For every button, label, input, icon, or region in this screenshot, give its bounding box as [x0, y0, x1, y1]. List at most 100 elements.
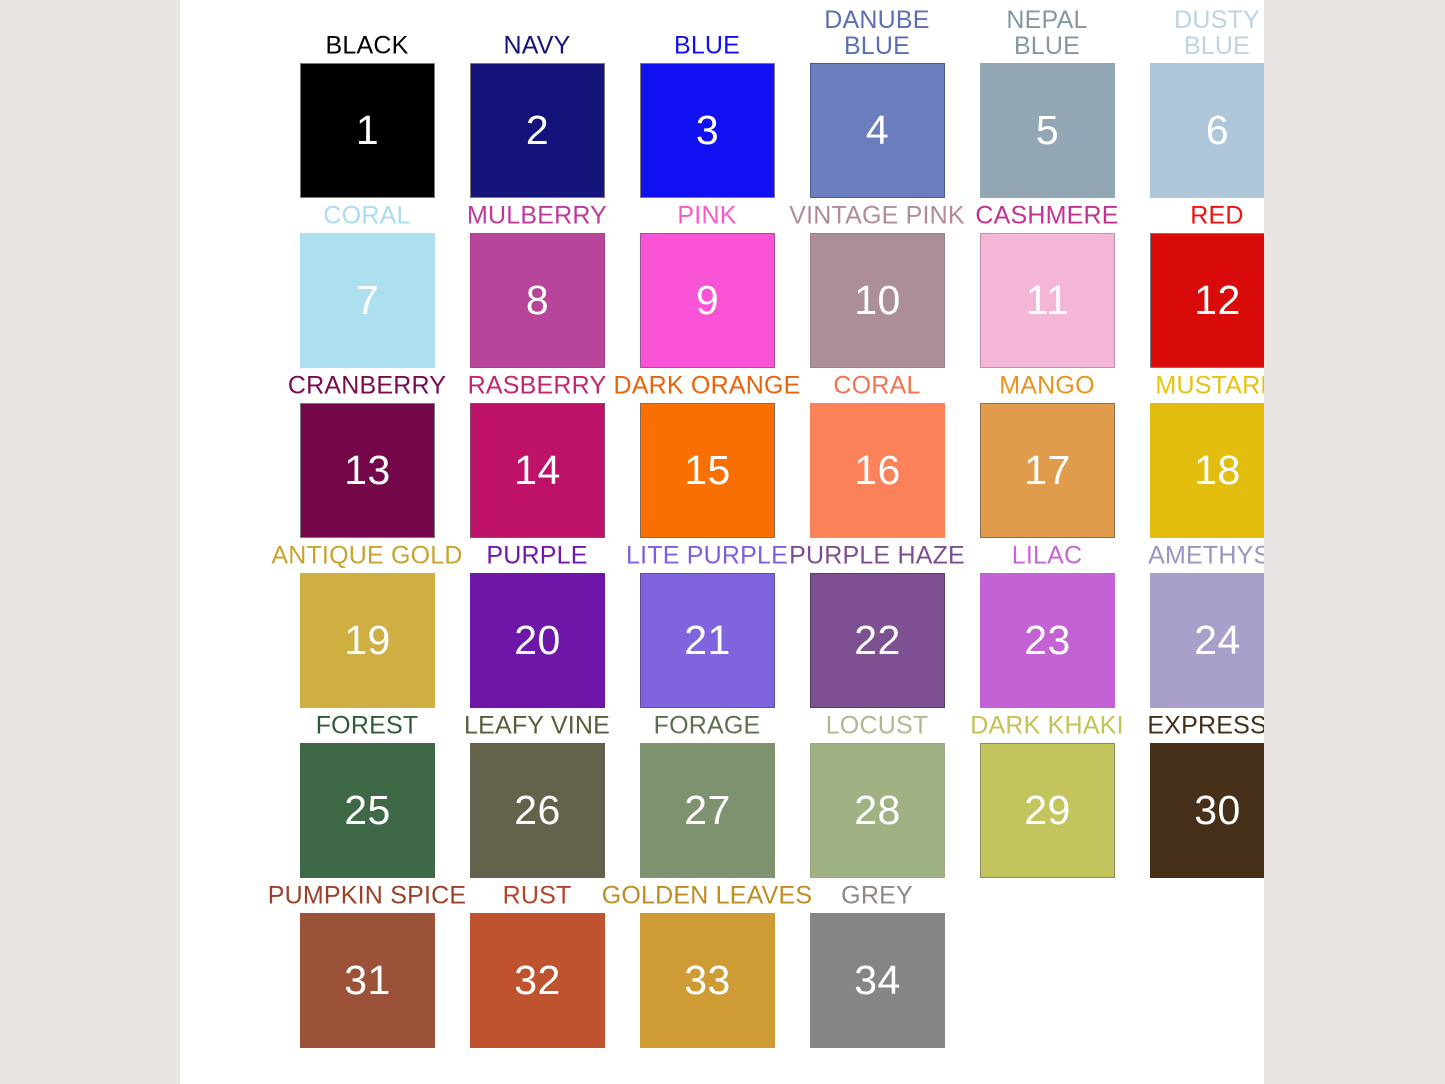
swatch-number: 12 — [1194, 277, 1241, 323]
swatch-label: ANTIQUE GOLD — [271, 541, 463, 570]
swatch-cell: DUSTY BLUE 6 — [1090, 0, 1264, 198]
swatch-number: 1 — [355, 107, 380, 153]
swatch-number: 29 — [1024, 787, 1071, 833]
swatch-number: 3 — [695, 107, 720, 153]
swatch-cell: MUSTARD 18 — [1090, 340, 1264, 538]
swatch-cell: BLUE 3 — [580, 0, 775, 198]
swatch-label: RASBERRY — [467, 371, 607, 400]
swatch-label: GOLDEN LEAVES — [601, 881, 813, 910]
color-swatch[interactable]: 24 — [1150, 573, 1264, 708]
swatch-number: 9 — [695, 277, 720, 323]
color-swatch[interactable]: 12 — [1150, 233, 1264, 368]
swatch-label: PINK — [677, 201, 737, 230]
swatch-cell: RASBERRY 14 — [410, 340, 606, 538]
swatch-label: PURPLE HAZE — [789, 541, 965, 570]
swatch-number: 25 — [344, 787, 391, 833]
swatch-cell: RED 12 — [1090, 170, 1264, 368]
swatch-cell: NEPAL BLUE 5 — [920, 0, 1115, 198]
swatch-grid: BLACK 1 NAVY 2 BLUE 3 DANUBE BLUE 4 NEPAL BLUE 5 D… — [180, 0, 1264, 1084]
color-swatch[interactable]: 2 — [470, 63, 605, 198]
color-swatch[interactable]: 29 — [980, 743, 1115, 878]
color-swatch[interactable]: 5 — [980, 63, 1115, 198]
color-swatch[interactable]: 20 — [470, 573, 605, 708]
color-swatch[interactable]: 9 — [640, 233, 775, 368]
swatch-label: MANGO — [999, 371, 1095, 400]
color-swatch[interactable]: 26 — [470, 743, 605, 878]
swatch-label: MUSTARD — [1155, 371, 1264, 400]
swatch-cell: BLACK 1 — [240, 0, 435, 198]
swatch-label: RED — [1190, 201, 1244, 230]
color-swatch[interactable]: 22 — [810, 573, 945, 708]
swatch-cell: GOLDEN LEAVES 33 — [580, 850, 812, 1048]
swatch-label: NAVY — [503, 31, 571, 60]
color-swatch[interactable]: 13 — [300, 403, 435, 538]
swatch-cell: AMETHYST 24 — [1090, 510, 1264, 708]
swatch-cell: DANUBE BLUE 4 — [750, 0, 945, 198]
swatch-label: DARK ORANGE — [613, 371, 801, 400]
swatch-chart-page: BLACK 1 NAVY 2 BLUE 3 DANUBE BLUE 4 NEPAL BLUE 5 D… — [180, 0, 1264, 1084]
swatch-number: 16 — [854, 447, 901, 493]
swatch-cell: PINK 9 — [580, 170, 775, 368]
swatch-cell: FOREST 25 — [240, 680, 435, 878]
swatch-label: CASHMERE — [975, 201, 1119, 230]
swatch-label: CRANBERRY — [287, 371, 447, 400]
swatch-cell: GREY 34 — [750, 850, 945, 1048]
swatch-label: PUMPKIN SPICE — [267, 881, 467, 910]
color-swatch[interactable]: 25 — [300, 743, 435, 878]
color-swatch[interactable]: 1 — [300, 63, 435, 198]
swatch-number: 26 — [514, 787, 561, 833]
swatch-cell: FORAGE 27 — [580, 680, 775, 878]
swatch-label: BLUE — [673, 31, 741, 60]
color-swatch[interactable]: 28 — [810, 743, 945, 878]
color-swatch[interactable]: 15 — [640, 403, 775, 538]
swatch-cell: CASHMERE 11 — [920, 170, 1118, 368]
swatch-number: 21 — [684, 617, 731, 663]
swatch-cell: CRANBERRY 13 — [240, 340, 446, 538]
color-swatch[interactable]: 4 — [810, 63, 945, 198]
swatch-label: LOCUST — [825, 711, 929, 740]
color-swatch[interactable]: 17 — [980, 403, 1115, 538]
swatch-label: CORAL — [833, 371, 921, 400]
swatch-number: 14 — [514, 447, 561, 493]
color-swatch[interactable]: 8 — [470, 233, 605, 368]
swatch-cell: RUST 32 — [410, 850, 605, 1048]
swatch-number: 23 — [1024, 617, 1071, 663]
swatch-cell: ANTIQUE GOLD 19 — [240, 510, 462, 708]
color-swatch[interactable]: 30 — [1150, 743, 1264, 878]
color-swatch[interactable]: 3 — [640, 63, 775, 198]
swatch-label: NEPAL BLUE — [1006, 6, 1088, 60]
color-swatch[interactable]: 11 — [980, 233, 1115, 368]
swatch-number: 11 — [1025, 277, 1070, 323]
swatch-label: VINTAGE PINK — [789, 201, 965, 230]
swatch-cell: LOCUST 28 — [750, 680, 945, 878]
color-swatch[interactable]: 34 — [810, 913, 945, 1048]
color-swatch[interactable]: 16 — [810, 403, 945, 538]
swatch-label: LEAFY VINE — [463, 711, 611, 740]
color-swatch[interactable]: 7 — [300, 233, 435, 368]
color-swatch[interactable]: 14 — [470, 403, 605, 538]
swatch-label: DANUBE BLUE — [824, 6, 930, 60]
color-swatch[interactable]: 19 — [300, 573, 435, 708]
swatch-cell: CORAL 16 — [750, 340, 945, 538]
color-swatch[interactable]: 27 — [640, 743, 775, 878]
color-swatch[interactable]: 10 — [810, 233, 945, 368]
swatch-cell: CORAL 7 — [240, 170, 435, 368]
swatch-label: LITE PURPLE — [626, 541, 788, 570]
color-swatch[interactable]: 33 — [640, 913, 775, 1048]
swatch-cell: MULBERRY 8 — [410, 170, 607, 368]
color-swatch[interactable]: 21 — [640, 573, 775, 708]
swatch-number: 4 — [865, 107, 890, 153]
swatch-cell: LEAFY VINE 26 — [410, 680, 610, 878]
color-swatch[interactable]: 18 — [1150, 403, 1264, 538]
swatch-number: 30 — [1194, 787, 1241, 833]
swatch-number: 32 — [514, 957, 561, 1003]
swatch-cell: LITE PURPLE 21 — [580, 510, 788, 708]
swatch-label: DUSTY BLUE — [1174, 6, 1260, 60]
swatch-number: 15 — [684, 447, 731, 493]
color-swatch[interactable]: 32 — [470, 913, 605, 1048]
swatch-cell: VINTAGE PINK 10 — [750, 170, 965, 368]
color-swatch[interactable]: 31 — [300, 913, 435, 1048]
color-swatch[interactable]: 6 — [1150, 63, 1264, 198]
color-swatch[interactable]: 23 — [980, 573, 1115, 708]
swatch-cell: PUMPKIN SPICE 31 — [240, 850, 466, 1048]
